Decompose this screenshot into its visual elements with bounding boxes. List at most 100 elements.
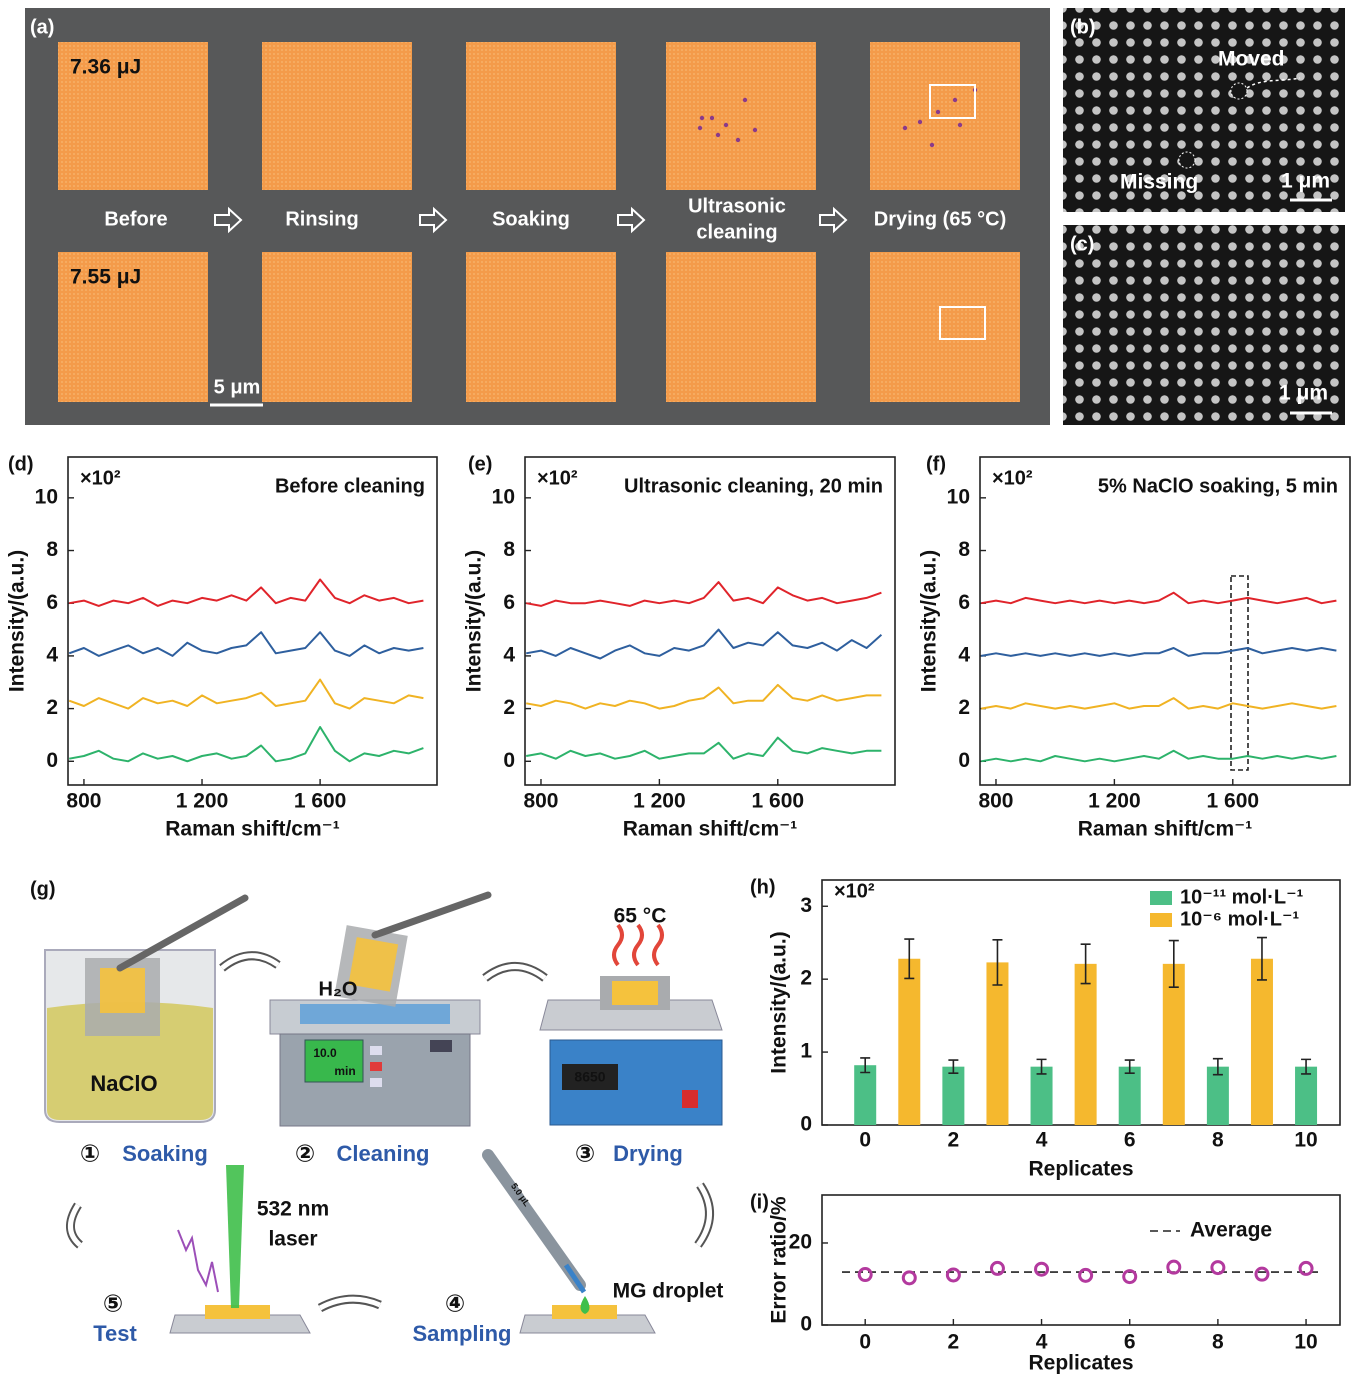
- y-tick-label: 8: [958, 538, 970, 561]
- step-label: Rinsing: [285, 208, 358, 230]
- defect: [918, 120, 922, 124]
- bar: [986, 962, 1008, 1125]
- y-tick-label: 2: [800, 967, 812, 990]
- missing-marker: [1179, 152, 1195, 168]
- defect: [958, 123, 962, 127]
- chart-title: 5% NaClO soaking, 5 min: [1098, 475, 1338, 497]
- legend-label: Average: [1190, 1219, 1272, 1242]
- x-tick-label: 1 200: [633, 790, 686, 813]
- diagram-label: Test: [93, 1321, 137, 1346]
- step-label: Soaking: [492, 208, 570, 230]
- y-tick-label: 6: [46, 591, 58, 614]
- bar: [1075, 964, 1097, 1125]
- bar: [942, 1067, 964, 1125]
- y-tick-label: 0: [46, 749, 58, 772]
- defect: [716, 133, 720, 137]
- y-tick-label: 3: [800, 894, 812, 917]
- x-axis-label: Raman shift/cm⁻¹: [165, 818, 339, 841]
- defect: [700, 116, 704, 120]
- chart-title: Ultrasonic cleaning, 20 min: [624, 475, 883, 497]
- x-tick-label: 4: [1036, 1331, 1048, 1354]
- y-tick-label: 0: [800, 1113, 812, 1136]
- pad-square: [466, 42, 616, 190]
- x-tick-label: 6: [1124, 1129, 1136, 1152]
- defect: [953, 98, 957, 102]
- legend-swatch: [1150, 891, 1172, 905]
- x-tick-label: 1 200: [176, 790, 229, 813]
- pad-square: [870, 252, 1020, 402]
- panel-label: (d): [8, 453, 34, 475]
- x-axis-label: Replicates: [1028, 1352, 1133, 1375]
- bar: [1295, 1067, 1317, 1125]
- y-axis-label: Intensity/(a.u.): [6, 550, 29, 692]
- defect: [903, 126, 907, 130]
- step-label: Ultrasonic: [688, 195, 786, 217]
- defect: [753, 128, 757, 132]
- defect: [743, 98, 747, 102]
- y-tick-label: 10: [492, 485, 515, 508]
- pad-square: [666, 42, 816, 190]
- step-label: Before: [104, 208, 167, 230]
- x-tick-label: 10: [1294, 1129, 1317, 1152]
- diagram-label: 8650: [574, 1069, 605, 1085]
- axis-multiplier: ×10²: [80, 467, 121, 489]
- diagram-label: laser: [268, 1228, 317, 1251]
- defect: [710, 116, 714, 120]
- defect: [724, 123, 728, 127]
- energy-label: 7.55 μJ: [70, 266, 141, 289]
- panel-label: (b): [1070, 16, 1096, 38]
- x-tick-label: 4: [1036, 1129, 1048, 1152]
- pad-square: [262, 42, 412, 190]
- water: [300, 1004, 450, 1024]
- y-tick-label: 1: [800, 1040, 812, 1063]
- y-tick-label: 20: [789, 1231, 812, 1254]
- diagram-label: Drying: [613, 1141, 683, 1166]
- x-tick-label: 0: [859, 1129, 871, 1152]
- pad-square: [870, 42, 1020, 190]
- diagram-label: Sampling: [412, 1321, 511, 1346]
- diagram-label: min: [334, 1064, 355, 1078]
- y-tick-label: 0: [503, 749, 515, 772]
- x-tick-label: 6: [1124, 1331, 1136, 1354]
- bar: [1251, 959, 1273, 1125]
- pad-square: [666, 252, 816, 402]
- defect: [736, 138, 740, 142]
- panel-label: (g): [30, 878, 56, 900]
- body: { "figure": { "a": {"panel_label": "(a)"…: [0, 0, 1362, 1378]
- x-tick-label: 1 600: [294, 790, 347, 813]
- scale-label: 1 μm: [1281, 170, 1330, 193]
- panel-c: (c) 1 μm: [1063, 225, 1345, 425]
- y-tick-label: 10: [947, 485, 970, 508]
- pad-array: [100, 968, 145, 1013]
- x-tick-label: 1 200: [1088, 790, 1141, 813]
- step-label: Drying (65 °C): [874, 208, 1006, 230]
- y-tick-label: 2: [46, 696, 58, 719]
- energy-label: 7.36 μJ: [70, 56, 141, 79]
- bar: [854, 1065, 876, 1125]
- diagram-label: Cleaning: [337, 1141, 430, 1166]
- switch: [682, 1090, 698, 1108]
- panel-label: (i): [750, 1191, 769, 1213]
- bar: [1031, 1067, 1053, 1125]
- x-tick-label: 8: [1212, 1129, 1224, 1152]
- y-tick-label: 4: [958, 643, 970, 666]
- y-tick-label: 10: [35, 485, 58, 508]
- y-tick-label: 8: [46, 538, 58, 561]
- x-tick-label: 2: [948, 1331, 960, 1354]
- diagram-label: ⑤: [103, 1290, 123, 1317]
- y-tick-label: 6: [958, 591, 970, 614]
- diagram-label: 10.0: [313, 1046, 337, 1060]
- bar: [898, 959, 920, 1125]
- axis-multiplier: ×10²: [992, 467, 1033, 489]
- legend-swatch: [1150, 913, 1172, 927]
- page: Figure html, body { margin: 0; padding: …: [0, 0, 1362, 1378]
- y-axis-label: Intensity/(a.u.): [768, 931, 791, 1073]
- y-axis-label: Error ratio/%: [768, 1196, 791, 1324]
- scale-label: 1 μm: [1279, 382, 1328, 405]
- handle: [430, 1040, 452, 1052]
- diagram-label: Soaking: [122, 1141, 208, 1166]
- x-tick-label: 8: [1212, 1331, 1224, 1354]
- legend-label: 10⁻¹¹ mol·L⁻¹: [1180, 886, 1304, 908]
- diagram-label: ①: [80, 1140, 100, 1167]
